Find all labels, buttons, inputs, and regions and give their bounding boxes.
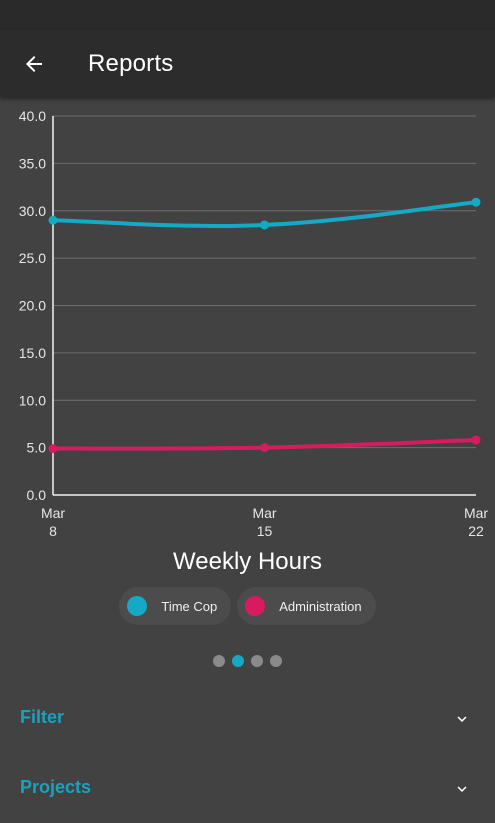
page-dot[interactable] [213,655,225,667]
y-tick-label: 0.0 [27,487,47,503]
chevron-down-icon [457,786,467,792]
legend-label: Administration [279,598,362,614]
x-tick-label: Mar 8 [41,505,65,539]
back-button[interactable] [14,44,54,84]
chevron-down-icon [457,716,467,722]
y-tick-label: 10.0 [19,392,46,408]
data-point-administration [471,435,481,445]
y-tick-label: 40.0 [19,108,46,124]
y-tick-label: 5.0 [27,440,47,456]
projects-section-header[interactable]: Projects [0,756,495,822]
legend-swatch-administration [245,596,266,616]
page-dot[interactable] [270,655,282,667]
data-point-time-cop [260,220,269,230]
y-tick-label: 15.0 [19,345,46,361]
data-point-time-cop [48,215,58,225]
weekly-hours-chart: 0.0 5.0 10.0 15.0 20.0 25.0 30.0 35.0 40.0 Mar 8 Ma… [19,108,489,539]
page-dot[interactable] [251,655,263,667]
data-point-administration [48,444,58,454]
projects-title: Projects [20,777,92,797]
x-tick-label: Mar 22 [464,505,488,539]
page-dot[interactable] [232,655,244,667]
y-tick-label: 20.0 [19,298,46,314]
page-indicator [0,655,495,667]
y-tick-label: 25.0 [19,250,46,266]
filter-section-header[interactable]: Filter [0,686,495,752]
x-tick-label: Mar 15 [252,505,276,539]
chart-legend: Time Cop Administration [0,587,495,625]
chart-title: Weekly Hours [173,548,322,575]
y-tick-label: 30.0 [19,203,46,219]
data-point-administration [260,443,269,453]
legend-chip-administration[interactable]: Administration [237,587,376,625]
arrow-left-icon [26,56,42,72]
legend-chip-time-cop[interactable]: Time Cop [119,587,232,625]
filter-title: Filter [20,707,65,727]
chart-area: 0.0 5.0 10.0 15.0 20.0 25.0 30.0 35.0 40.0 Mar 8 Ma… [0,97,495,550]
y-tick-label: 35.0 [19,155,46,171]
status-bar [0,0,495,30]
data-point-time-cop [471,197,481,207]
page-title: Reports [88,50,174,77]
legend-label: Time Cop [161,598,218,614]
app-bar: Reports [0,30,495,97]
legend-swatch-time-cop [127,596,148,616]
